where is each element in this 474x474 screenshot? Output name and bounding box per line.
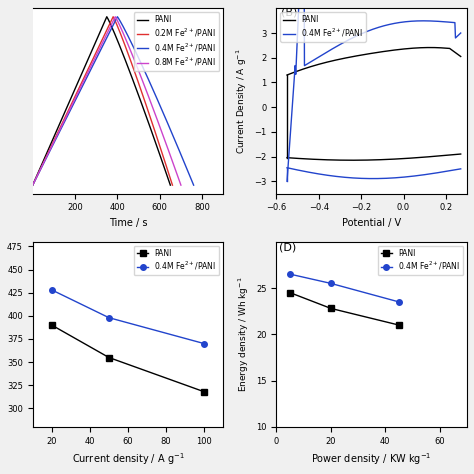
0.8M Fe$^{2+}$/PANI [177, 180, 183, 186]
0.2M Fe$^{2+}$/PANI [49, 142, 55, 148]
Legend: PANI, 0.4M Fe$^{2+}$/PANI: PANI, 0.4M Fe$^{2+}$/PANI [280, 12, 366, 42]
0.8M Fe$^{2+}$/PANI [37, 168, 43, 173]
PANI [30, 182, 36, 188]
PANI [36, 168, 42, 173]
Y-axis label: Current Density / A g$^{-1}$: Current Density / A g$^{-1}$ [234, 48, 249, 154]
0.4M Fe$^{2+}$/PANI [37, 168, 43, 173]
0.8M Fe$^{2+}$/PANI [112, 14, 118, 19]
0.4M Fe$^{2+}$/PANI [41, 159, 47, 165]
0.4M Fe$^{2+}$/PANI [66, 111, 72, 117]
Legend: PANI, 0.4M Fe$^{2+}$/PANI: PANI, 0.4M Fe$^{2+}$/PANI [134, 246, 219, 275]
0.2M Fe$^{2+}$/PANI [30, 182, 36, 188]
PANI [167, 180, 173, 186]
Line: 0.4M Fe$^{2+}$/PANI: 0.4M Fe$^{2+}$/PANI [287, 272, 402, 305]
PANI [61, 111, 67, 117]
0.8M Fe$^{2+}$/PANI [49, 142, 55, 148]
PANI [287, 290, 293, 295]
Legend: PANI, 0.2M Fe$^{2+}$/PANI, 0.4M Fe$^{2+}$/PANI, 0.8M Fe$^{2+}$/PANI: PANI, 0.2M Fe$^{2+}$/PANI, 0.4M Fe$^{2+}… [134, 12, 219, 71]
0.4M Fe$^{2+}$/PANI [287, 271, 293, 277]
Line: PANI: PANI [287, 290, 402, 328]
PANI [201, 389, 207, 395]
PANI [396, 322, 402, 328]
0.4M Fe$^{2+}$/PANI [328, 281, 334, 286]
X-axis label: Potential / V: Potential / V [342, 218, 401, 228]
X-axis label: Current density / A g$^{-1}$: Current density / A g$^{-1}$ [72, 451, 184, 467]
Line: PANI: PANI [49, 322, 207, 394]
0.8M Fe$^{2+}$/PANI [178, 182, 184, 188]
0.2M Fe$^{2+}$/PANI [118, 31, 124, 37]
0.4M Fe$^{2+}$/PANI [124, 31, 130, 37]
X-axis label: Power density / KW kg$^{-1}$: Power density / KW kg$^{-1}$ [311, 451, 432, 467]
0.2M Fe$^{2+}$/PANI [170, 182, 175, 188]
Legend: PANI, 0.4M Fe$^{2+}$/PANI: PANI, 0.4M Fe$^{2+}$/PANI [377, 246, 463, 275]
Line: PANI: PANI [33, 17, 170, 185]
PANI [167, 182, 173, 188]
PANI [40, 159, 46, 165]
0.4M Fe$^{2+}$/PANI [201, 341, 207, 346]
0.4M Fe$^{2+}$/PANI [50, 142, 55, 148]
PANI [104, 14, 109, 19]
0.4M Fe$^{2+}$/PANI [396, 299, 402, 305]
0.2M Fe$^{2+}$/PANI [36, 168, 42, 173]
0.8M Fe$^{2+}$/PANI [121, 31, 127, 37]
PANI [47, 142, 53, 148]
PANI [112, 31, 118, 37]
PANI [328, 306, 334, 311]
Line: 0.4M Fe$^{2+}$/PANI: 0.4M Fe$^{2+}$/PANI [49, 287, 207, 346]
0.4M Fe$^{2+}$/PANI [191, 182, 196, 188]
0.8M Fe$^{2+}$/PANI [65, 111, 71, 117]
0.8M Fe$^{2+}$/PANI [41, 159, 47, 165]
Text: (D): (D) [279, 243, 296, 253]
Line: 0.4M Fe$^{2+}$/PANI: 0.4M Fe$^{2+}$/PANI [33, 17, 193, 185]
Text: (B): (B) [281, 8, 297, 18]
Line: 0.2M Fe$^{2+}$/PANI: 0.2M Fe$^{2+}$/PANI [33, 17, 173, 185]
0.4M Fe$^{2+}$/PANI [115, 14, 120, 19]
0.4M Fe$^{2+}$/PANI [49, 287, 55, 293]
PANI [49, 322, 55, 328]
0.4M Fe$^{2+}$/PANI [190, 180, 195, 186]
0.8M Fe$^{2+}$/PANI [30, 182, 36, 188]
0.4M Fe$^{2+}$/PANI [106, 315, 112, 320]
PANI [106, 355, 112, 360]
0.2M Fe$^{2+}$/PANI [64, 111, 70, 117]
0.2M Fe$^{2+}$/PANI [169, 180, 174, 186]
Line: 0.8M Fe$^{2+}$/PANI: 0.8M Fe$^{2+}$/PANI [33, 17, 181, 185]
Y-axis label: Energy density / Wh kg$^{-1}$: Energy density / Wh kg$^{-1}$ [236, 277, 251, 392]
0.2M Fe$^{2+}$/PANI [41, 159, 46, 165]
X-axis label: Time / s: Time / s [109, 218, 147, 228]
0.4M Fe$^{2+}$/PANI [30, 182, 36, 188]
0.2M Fe$^{2+}$/PANI [110, 14, 116, 19]
